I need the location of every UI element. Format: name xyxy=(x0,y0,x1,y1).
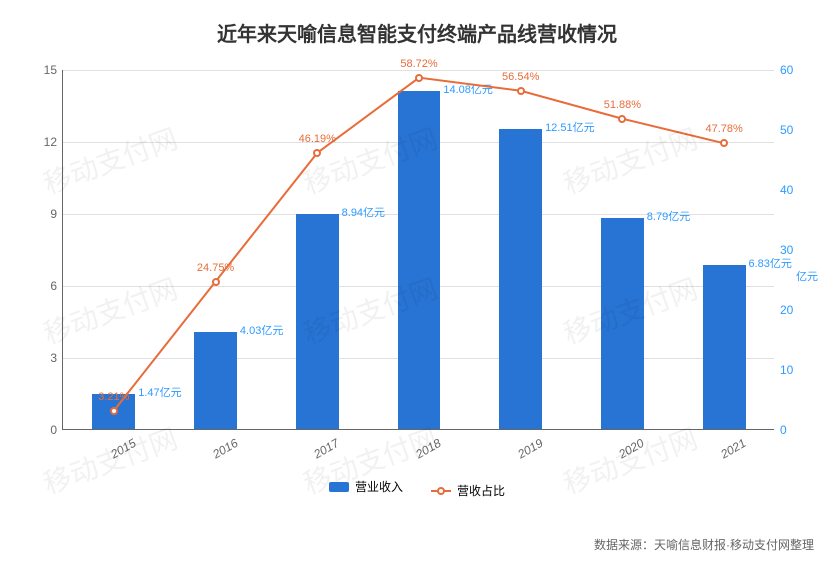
line-marker xyxy=(618,115,626,123)
line-marker xyxy=(212,278,220,286)
bar xyxy=(296,214,339,429)
y-left-tick: 15 xyxy=(44,63,63,77)
line-label: 46.19% xyxy=(299,133,336,145)
x-tick: 2018 xyxy=(409,429,443,461)
bar xyxy=(499,129,542,429)
legend-swatch-bar xyxy=(329,482,349,492)
x-tick: 2017 xyxy=(308,429,342,461)
y-right-tick: 0 xyxy=(774,423,787,437)
y-left-tick: 0 xyxy=(50,423,63,437)
y-right-tick: 60 xyxy=(774,63,793,77)
x-tick: 2020 xyxy=(613,429,647,461)
bar-label: 14.08亿元 xyxy=(443,81,493,97)
legend-label: 营收占比 xyxy=(457,482,505,499)
x-tick: 2015 xyxy=(104,429,138,461)
gridline xyxy=(63,70,774,71)
line-label: 58.72% xyxy=(400,58,437,70)
y-right-tick: 10 xyxy=(774,363,793,377)
data-source: 数据来源：天喻信息财报·移动支付网整理 xyxy=(594,536,814,553)
bar xyxy=(194,332,237,429)
x-tick: 2019 xyxy=(511,429,545,461)
line-marker xyxy=(110,407,118,415)
line-marker xyxy=(313,149,321,157)
y-left-tick: 6 xyxy=(50,279,63,293)
bar-label: 8.79亿元 xyxy=(647,208,690,224)
legend-item: 营业收入 xyxy=(329,478,403,495)
line-marker xyxy=(415,74,423,82)
legend-item: 营收占比 xyxy=(431,482,505,499)
y-left-tick: 12 xyxy=(44,135,63,149)
y-left-tick: 9 xyxy=(50,207,63,221)
bar-label: 6.83亿元 xyxy=(749,255,792,271)
plot-area: 036912150102030405060亿元20152016201720182… xyxy=(62,70,774,430)
line-label: 3.21% xyxy=(98,391,129,403)
x-tick: 2016 xyxy=(206,429,240,461)
chart-container: 近年来天喻信息智能支付终端产品线营收情况 0369121501020304050… xyxy=(0,0,834,563)
line-label: 51.88% xyxy=(604,99,641,111)
y-left-tick: 3 xyxy=(50,351,63,365)
line-marker xyxy=(517,87,525,95)
y-right-tick: 20 xyxy=(774,303,793,317)
bar-label: 12.51亿元 xyxy=(545,119,595,135)
bar-label: 4.03亿元 xyxy=(240,322,283,338)
bar xyxy=(601,218,644,429)
line-label: 47.78% xyxy=(705,123,742,135)
line-label: 56.54% xyxy=(502,71,539,83)
y-right-tick: 50 xyxy=(774,123,793,137)
legend-label: 营业收入 xyxy=(355,478,403,495)
bar xyxy=(398,91,441,429)
bar-label: 1.47亿元 xyxy=(138,384,181,400)
legend: 营业收入 营收占比 xyxy=(0,478,834,499)
line-marker xyxy=(720,139,728,147)
line-label: 24.75% xyxy=(197,262,234,274)
bar xyxy=(703,265,746,429)
bar-label: 8.94亿元 xyxy=(342,204,385,220)
chart-title: 近年来天喻信息智能支付终端产品线营收情况 xyxy=(0,0,834,47)
x-tick: 2021 xyxy=(714,429,748,461)
legend-swatch-line xyxy=(431,490,451,492)
y-right-tick: 40 xyxy=(774,183,793,197)
